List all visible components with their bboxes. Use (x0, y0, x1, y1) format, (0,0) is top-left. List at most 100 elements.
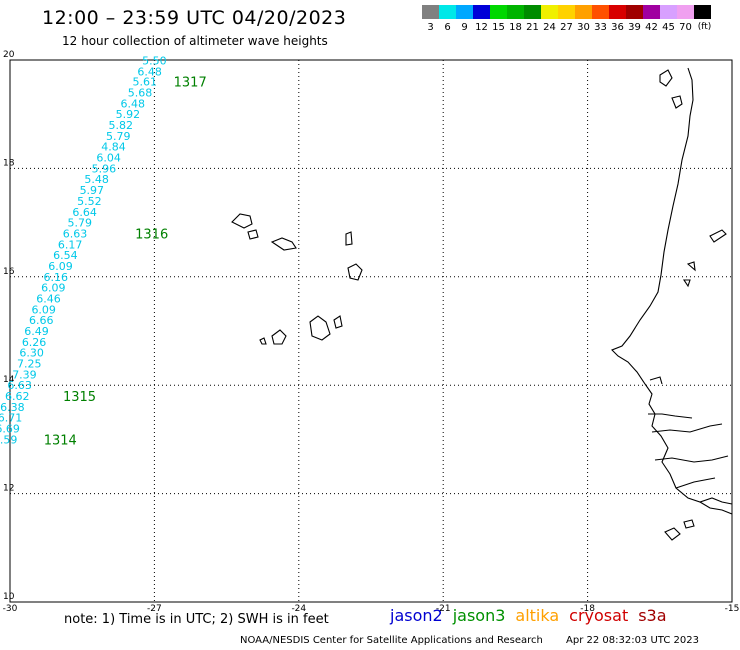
scale-label: 27 (560, 22, 573, 33)
longitude-tick-label: -21 (436, 604, 451, 614)
small-island-east (709, 229, 727, 243)
wave-height-value: 6.09 (31, 303, 56, 316)
latitude-tick-label: 14 (3, 375, 15, 385)
longitude-tick-label: -27 (147, 604, 162, 614)
wave-height-value: 5.96 (92, 162, 117, 175)
wave-height-value: 6.30 (19, 347, 44, 360)
color-scale-swatches (422, 5, 730, 19)
legend-item-cryosat: cryosat (569, 606, 629, 625)
wave-height-value: 5.97 (80, 184, 105, 197)
wave-height-value: 6.16 (43, 271, 68, 284)
latitude-tick-label: 18 (3, 158, 15, 168)
wave-height-value: 6.62 (5, 390, 30, 403)
scale-swatch (677, 5, 694, 19)
scale-label: 39 (628, 22, 641, 33)
scale-swatch (541, 5, 558, 19)
scale-label: 12 (475, 22, 488, 33)
scale-label: 3 (427, 22, 434, 33)
scale-label: 42 (645, 22, 658, 33)
scale-swatch (575, 5, 592, 19)
wave-height-value: 5.68 (128, 87, 153, 100)
satellite-legend: jason2 jason3 altika cryosat s3a (390, 606, 677, 625)
latitude-tick-label: 20 (3, 50, 15, 60)
orbit-labels: 1317 1316 1315 1314 (44, 76, 207, 449)
legend-item-jason3: jason3 (452, 606, 506, 625)
scale-swatch (626, 5, 643, 19)
scale-label: 45 (662, 22, 675, 33)
wave-height-value: 6.48 (120, 97, 145, 110)
scale-swatch (592, 5, 609, 19)
wave-height-value: 7.25 (17, 358, 42, 371)
page-title: 12:00 – 23:59 UTC 04/20/2023 (42, 7, 347, 29)
coast-north-bay (659, 69, 683, 109)
wave-height-value: 5.61 (133, 76, 158, 89)
wave-height-value: 6.09 (48, 260, 73, 273)
cape-verde-sao-nicolau (270, 237, 297, 251)
africa-coastline (611, 67, 733, 505)
wave-height-value: 5.50 (142, 55, 167, 68)
coast-inlet-3 (651, 423, 723, 433)
wave-height-value: 6.69 (0, 423, 20, 436)
wave-height-value: 6.49 (24, 325, 49, 338)
orbit-number: 1316 (135, 227, 168, 242)
wave-height-value: 6.66 (29, 314, 54, 327)
wave-height-value: 6.63 (7, 379, 32, 392)
wave-height-value: 6.46 (36, 292, 61, 305)
cape-verde-boa-vista (347, 263, 363, 281)
scale-label: 36 (611, 22, 624, 33)
wave-height-value: 6.59 (0, 433, 17, 446)
coast-inlet-1 (649, 376, 663, 385)
grid-lines (10, 60, 732, 602)
wave-height-track: 5.506.485.615.686.485.925.825.794.846.04… (0, 55, 167, 447)
wave-height-value: 6.04 (96, 152, 121, 165)
wave-height-value: 7.39 (12, 368, 37, 381)
legend-item-s3a: s3a (638, 606, 667, 625)
scale-swatch (507, 5, 524, 19)
scale-label: 6 (444, 22, 451, 33)
scale-swatch (524, 5, 541, 19)
coast-inlet-5 (675, 477, 716, 489)
scale-label: 24 (543, 22, 556, 33)
scale-swatch (456, 5, 473, 19)
scale-swatch (490, 5, 507, 19)
scale-label: 70 (679, 22, 692, 33)
scale-swatch (609, 5, 626, 19)
longitude-tick-label: -15 (725, 604, 740, 614)
scale-swatch (439, 5, 456, 19)
orbit-number: 1315 (63, 390, 96, 405)
map-frame (9, 59, 733, 603)
page-subtitle: 12 hour collection of altimeter wave hei… (62, 34, 328, 48)
cape-verde-santo-antao (231, 213, 253, 229)
scale-label: 18 (509, 22, 522, 33)
cape-verde-sao-vicente (247, 229, 259, 240)
wave-height-value: 5.92 (116, 108, 141, 121)
longitude-tick-label: -30 (3, 604, 18, 614)
wave-height-value: 6.63 (63, 227, 88, 240)
wave-height-value: 5.48 (84, 173, 109, 186)
cape-verde-brava (259, 337, 267, 345)
coast-inlet-2 (648, 413, 693, 419)
scale-swatch (643, 5, 660, 19)
coastline (231, 67, 733, 541)
wave-height-value: 6.71 (0, 412, 22, 425)
wave-height-value: 5.52 (77, 195, 102, 208)
footnote: note: 1) Time is in UTC; 2) SWH is in fe… (64, 612, 329, 627)
scale-swatch (422, 5, 439, 19)
scale-label: 21 (526, 22, 539, 33)
wave-height-value: 6.54 (53, 249, 78, 262)
latitude-tick-label: 12 (3, 484, 14, 494)
cape-verde-santiago (309, 315, 331, 341)
scale-swatch (660, 5, 677, 19)
scale-label: 33 (594, 22, 607, 33)
scale-label: 30 (577, 22, 590, 33)
cape-verde-fogo (271, 329, 287, 345)
credit-line: NOAA/NESDIS Center for Satellite Applica… (240, 635, 543, 646)
cape-verde-maio (333, 315, 343, 329)
scale-swatch (558, 5, 575, 19)
wave-height-value: 5.82 (108, 119, 133, 132)
color-scale: 3 6 9 12 15 18 21 24 27 30 33 36 39 42 45 70 (ft) (422, 5, 730, 35)
latitude-tick-label: 10 (3, 592, 15, 602)
wave-height-value: 6.48 (137, 65, 162, 78)
legend-item-jason2: jason2 (390, 606, 443, 625)
coast-inlet-6 (699, 501, 733, 515)
